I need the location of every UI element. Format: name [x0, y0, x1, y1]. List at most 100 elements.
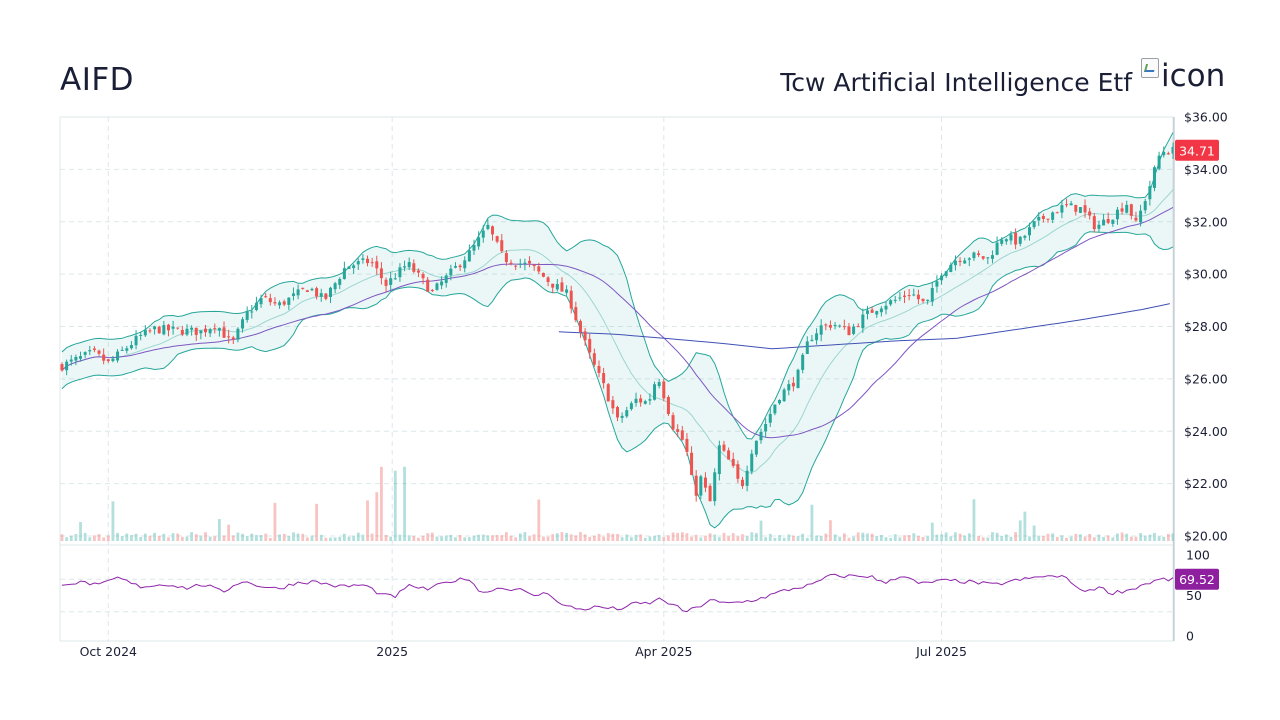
- candle-body: [162, 325, 166, 335]
- volume-bar: [375, 492, 379, 541]
- last-rsi-tag: [1175, 568, 1219, 590]
- volume-bar: [764, 537, 768, 541]
- candle: [995, 236, 999, 256]
- candle-body: [833, 324, 837, 326]
- candle: [1139, 204, 1143, 227]
- candle: [569, 285, 573, 314]
- volume-bar: [866, 533, 869, 541]
- volume-bar: [551, 534, 555, 541]
- price-tick-label: $32.00: [1184, 214, 1228, 229]
- candle-body: [287, 297, 291, 305]
- volume-bar: [611, 533, 615, 541]
- candle: [500, 233, 504, 254]
- candle-body: [879, 308, 883, 313]
- candle: [1014, 228, 1018, 250]
- volume-bar: [79, 522, 82, 541]
- candle: [893, 296, 897, 304]
- volume-bar: [643, 537, 647, 541]
- volume-bar: [111, 501, 115, 541]
- candle: [648, 393, 652, 405]
- candle: [903, 290, 907, 304]
- candle-body: [634, 398, 638, 403]
- candle-body: [393, 278, 397, 280]
- candle: [801, 352, 805, 374]
- volume-bar: [361, 534, 365, 541]
- candle: [361, 254, 365, 264]
- candle: [273, 297, 277, 306]
- candle: [574, 301, 578, 323]
- candle: [833, 322, 837, 330]
- candle-body: [842, 326, 846, 328]
- candle-body: [143, 329, 147, 336]
- candle: [129, 341, 133, 350]
- candle: [555, 279, 559, 292]
- candle: [662, 378, 666, 402]
- candle: [653, 381, 657, 401]
- volume-bar: [542, 536, 545, 541]
- candle-body: [407, 262, 411, 268]
- candle: [1065, 198, 1069, 208]
- candle: [166, 323, 170, 337]
- candle: [990, 250, 994, 264]
- candle: [1027, 222, 1031, 241]
- candle: [366, 255, 370, 267]
- candle: [176, 327, 180, 330]
- candle: [824, 323, 828, 331]
- volume-bar: [1018, 520, 1022, 541]
- candle: [694, 470, 698, 502]
- candle: [79, 351, 83, 362]
- volume-bar: [620, 537, 624, 541]
- candle-body: [801, 354, 805, 370]
- rsi-tick-label: 0: [1186, 629, 1194, 644]
- candle-body: [185, 328, 189, 335]
- broken-image-glyph-icon: [1141, 58, 1159, 78]
- candle: [791, 376, 795, 392]
- candle-body: [1051, 212, 1055, 220]
- candle-body: [764, 424, 768, 432]
- candle: [981, 256, 985, 261]
- candle-body: [597, 366, 601, 373]
- candle-body: [486, 224, 490, 229]
- candle-body: [606, 384, 610, 402]
- candle-body: [1046, 218, 1050, 220]
- candle-body: [250, 311, 254, 313]
- candle: [523, 258, 527, 271]
- volume-bar: [352, 535, 356, 541]
- volume-bar: [546, 536, 550, 541]
- candle-body: [1055, 212, 1059, 214]
- candle: [287, 297, 291, 310]
- candle: [1055, 211, 1059, 214]
- volume-bar: [560, 532, 564, 541]
- candle-body: [787, 384, 791, 391]
- volume-bar: [1074, 533, 1078, 541]
- candle: [541, 272, 545, 278]
- volume-bar: [1055, 536, 1059, 541]
- candle-body: [1018, 236, 1022, 244]
- candle: [291, 287, 295, 301]
- volume-bar: [1009, 536, 1013, 541]
- volume-bar: [421, 535, 425, 541]
- candle: [514, 265, 518, 271]
- volume-bar: [768, 533, 772, 541]
- candle-body: [514, 265, 518, 267]
- candle: [597, 360, 601, 378]
- candle-body: [1083, 205, 1087, 213]
- volume-bar: [583, 534, 587, 541]
- volume-bar: [662, 536, 666, 541]
- candle-body: [986, 257, 990, 259]
- volume-bar: [315, 503, 319, 541]
- volume-bar: [1116, 533, 1119, 541]
- candle-body: [273, 302, 277, 304]
- candle-body: [532, 264, 536, 267]
- candle-body: [412, 263, 416, 272]
- volume-bar: [1097, 534, 1101, 541]
- volume-bar: [1060, 535, 1064, 541]
- candle: [1078, 206, 1082, 214]
- candle-body: [907, 295, 911, 297]
- candle-body: [1120, 208, 1124, 212]
- volume-bar: [801, 533, 805, 541]
- candle: [356, 258, 360, 270]
- volume-bar: [1148, 534, 1152, 541]
- candle: [685, 433, 689, 456]
- volume-bar: [1014, 532, 1018, 541]
